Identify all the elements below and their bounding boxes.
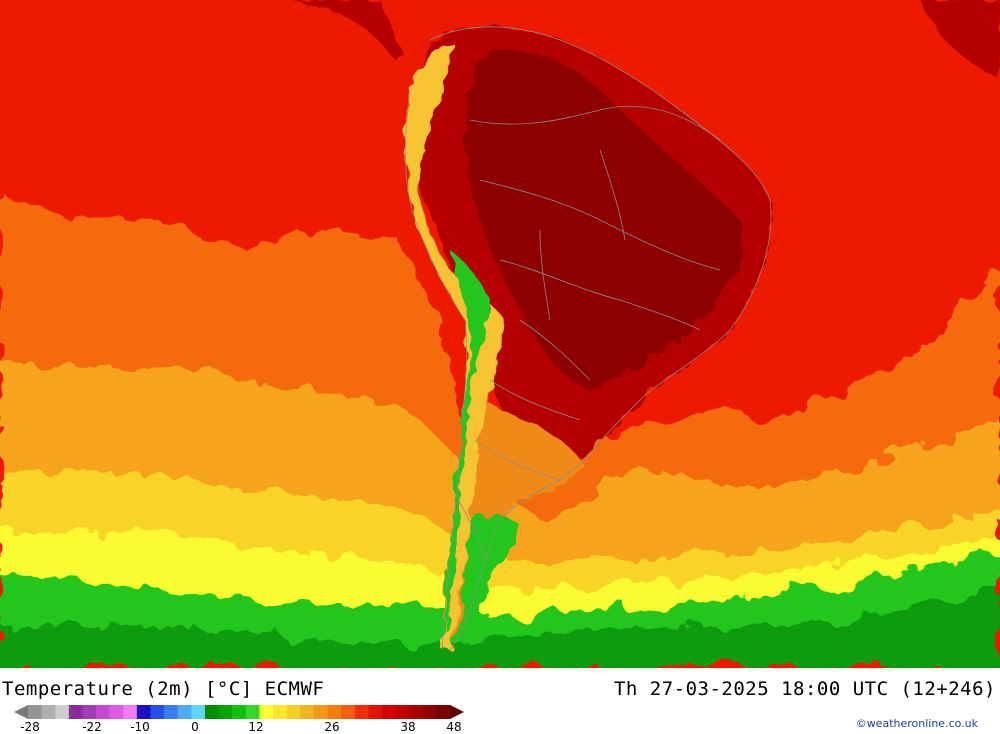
legend-swatches bbox=[14, 705, 464, 719]
legend-swatch bbox=[164, 705, 179, 719]
legend-swatch bbox=[327, 705, 342, 719]
legend-swatch bbox=[204, 705, 220, 719]
legend-swatch bbox=[55, 705, 70, 719]
legend-tick-label: 0 bbox=[191, 720, 199, 734]
legend-swatch bbox=[354, 705, 369, 719]
legend-swatch bbox=[422, 705, 437, 719]
legend-tick-label: 12 bbox=[248, 720, 264, 734]
southern-cone-landmass bbox=[443, 400, 585, 640]
temperature-map-svg bbox=[0, 0, 1000, 668]
legend-swatch bbox=[300, 705, 315, 719]
legend-swatch bbox=[136, 705, 152, 719]
legend-swatch bbox=[232, 705, 247, 719]
legend-swatch bbox=[245, 705, 260, 719]
legend-tick-label: -28 bbox=[20, 720, 40, 734]
legend-arrow-high bbox=[450, 705, 464, 719]
legend-swatch bbox=[28, 705, 43, 719]
legend-swatch bbox=[96, 705, 111, 719]
legend-swatch bbox=[409, 705, 424, 719]
andes-cold-patches bbox=[444, 250, 490, 630]
footer-panel: Temperature (2m) [°C] ECMWF Th 27-03-202… bbox=[0, 668, 1000, 734]
legend-swatch bbox=[109, 705, 124, 719]
legend-swatch bbox=[68, 705, 83, 719]
legend-swatch bbox=[123, 705, 138, 719]
legend-tick-label: 26 bbox=[324, 720, 340, 734]
legend-swatch bbox=[286, 705, 301, 719]
legend-swatch bbox=[381, 705, 397, 719]
credit-text[interactable]: ©weatheronline.co.uk bbox=[855, 717, 978, 730]
map-timestamp: Th 27-03-2025 18:00 UTC (12+246) bbox=[613, 678, 996, 700]
legend-tick-label: 38 bbox=[400, 720, 416, 734]
legend-swatch bbox=[177, 705, 192, 719]
legend-swatch bbox=[436, 705, 451, 719]
legend-swatch bbox=[41, 705, 56, 719]
legend-tick-label: -22 bbox=[82, 720, 102, 734]
country-borders bbox=[404, 26, 772, 651]
legend-swatch bbox=[313, 705, 328, 719]
legend-swatch bbox=[82, 705, 97, 719]
legend-swatch bbox=[368, 705, 383, 719]
legend-swatch bbox=[150, 705, 165, 719]
central-america-landmass bbox=[290, 0, 405, 60]
legend-swatch bbox=[259, 705, 274, 719]
color-legend-bar bbox=[14, 705, 464, 719]
legend-arrow-low bbox=[14, 705, 28, 719]
legend-swatch bbox=[341, 705, 356, 719]
temperature-map bbox=[0, 0, 1000, 668]
patagonia-cold-area bbox=[460, 514, 520, 640]
legend-tick-label: 48 bbox=[446, 720, 462, 734]
legend-swatch bbox=[273, 705, 288, 719]
legend-swatch bbox=[218, 705, 233, 719]
map-title: Temperature (2m) [°C] ECMWF bbox=[2, 678, 325, 700]
legend-swatch bbox=[191, 705, 206, 719]
legend-tick-labels: -28 -22 -10 0 12 26 38 48 bbox=[0, 720, 480, 734]
legend-swatch bbox=[395, 705, 410, 719]
south-america-hot-core bbox=[465, 49, 742, 391]
ocean-darkgreen-zone bbox=[0, 590, 1000, 668]
africa-corner-landmass bbox=[920, 0, 1000, 80]
legend-tick-label: -10 bbox=[130, 720, 150, 734]
